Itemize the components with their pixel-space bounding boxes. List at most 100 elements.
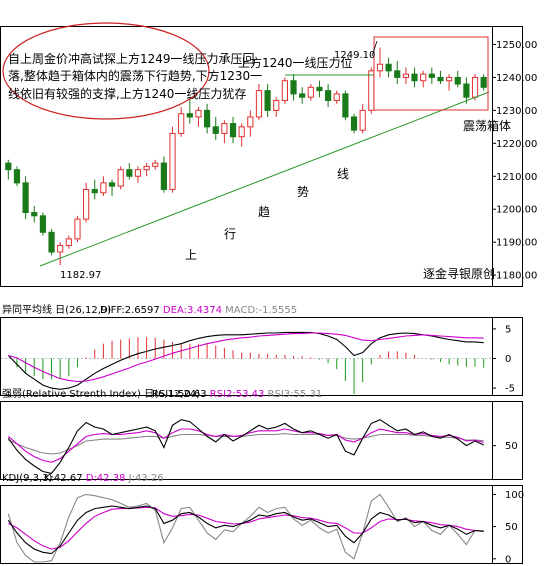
indicator-tick-label: 5 <box>505 324 511 335</box>
price-tick-label: 1220.00 <box>496 139 537 150</box>
kdj-legend: K:42.67 D:42.38 J:43.26 <box>44 473 164 484</box>
price-tick-label: 1190.00 <box>496 238 537 249</box>
candle-body <box>83 188 90 220</box>
indicator-tick-label: 50 <box>505 441 518 452</box>
candle-body <box>108 182 116 187</box>
price-tick-label: 1230.00 <box>496 106 537 117</box>
dea-line <box>8 332 484 383</box>
trend-char-4: 势 <box>297 185 309 199</box>
d-line <box>8 506 484 550</box>
candle-body <box>229 123 237 138</box>
candle-body <box>247 116 254 128</box>
price-tick-label: 1240.00 <box>496 73 537 84</box>
candle-body <box>255 90 263 118</box>
candle-body <box>212 126 219 134</box>
watermark: 逐金寻银原创 <box>423 266 495 281</box>
indicator-tick-label: 0 <box>505 554 511 565</box>
trend-char-2: 行 <box>224 227 236 241</box>
rsi3-line <box>8 433 484 455</box>
rsi-legend: RSI1:50.63 RSI2:53.43 RSI3:55.31 <box>152 389 322 400</box>
indicator-tick-label: 50 <box>505 522 518 533</box>
macd-panel-frame <box>0 317 493 396</box>
legend-entry: K:42.67 <box>44 473 83 484</box>
candle-body <box>13 169 21 184</box>
kdj-yaxis-frame <box>492 485 523 564</box>
candle-body <box>281 80 288 101</box>
candle-body <box>463 83 470 98</box>
macd-title: 异同平均线 日(26,12,9) <box>2 303 111 316</box>
candle-body <box>178 113 185 134</box>
price-tick-label: 1250.00 <box>496 40 537 51</box>
candle-body <box>5 162 12 171</box>
candle-body <box>57 244 64 253</box>
comment-line-1: 自上周金价冲高试探上方1249一线压力承压回 <box>8 51 255 66</box>
legend-entry: RSI2:53.43 <box>207 389 265 400</box>
box-label: 震荡箱体 <box>463 118 511 133</box>
trend-char-1: 上 <box>185 248 197 262</box>
consolidation-box <box>373 36 489 111</box>
trend-char-5: 线 <box>337 167 349 181</box>
candle-body <box>238 126 245 138</box>
candle-body <box>126 169 133 177</box>
candle-body <box>100 182 107 194</box>
resistance-label: 上方1240一线压力位 <box>238 55 353 70</box>
candle-body <box>160 162 167 190</box>
legend-entry: DEA:3.4374 <box>160 305 222 316</box>
indicator-tick-label: -5 <box>505 384 515 395</box>
candle-body <box>22 182 29 214</box>
uptrend-line <box>39 91 490 267</box>
candle-body <box>65 238 72 246</box>
macd-plot: 5 0 -5 <box>1 324 515 395</box>
comment-line-2: 落,整体趋于箱体内的震荡下行趋势,下方1230一 <box>8 68 262 83</box>
price-tick-label: 1210.00 <box>496 172 537 183</box>
legend-entry: J:43.26 <box>125 473 163 484</box>
candle-body <box>299 93 306 98</box>
candle-body <box>368 70 375 111</box>
candle-body <box>195 109 202 118</box>
kdj-plot: 100 50 0 <box>7 490 524 565</box>
kdj-title: KDJ(9,3,3) <box>2 473 53 484</box>
candle-body <box>48 231 55 253</box>
rsi-title: 强弱(Relative Strenth Index) 日(6,12,24) <box>2 388 200 400</box>
candle-body <box>143 165 150 171</box>
indicator-tick-label: 100 <box>505 490 524 501</box>
candle-body <box>376 63 384 72</box>
candle-body <box>204 109 211 128</box>
candle-body <box>264 90 271 111</box>
price-yaxis-frame <box>492 26 523 287</box>
candle-body <box>316 86 323 92</box>
candle-body <box>74 218 81 240</box>
candle-body <box>350 116 358 131</box>
legend-entry: DIFF:2.6597 <box>100 305 160 316</box>
candle-body <box>307 86 314 98</box>
rsi-plot: 50 <box>7 419 518 475</box>
low-label: 1182.97 <box>60 270 101 281</box>
macd-yaxis-frame <box>492 317 523 396</box>
candle-body <box>428 73 435 78</box>
candle-body <box>152 162 159 167</box>
rsi-yaxis-frame <box>492 401 523 480</box>
candle-body <box>402 73 409 78</box>
candle-body <box>134 169 142 177</box>
candle-body <box>333 93 340 101</box>
candle-body <box>31 212 38 217</box>
price-tick-label: 1180.00 <box>496 271 537 282</box>
candle-body <box>437 76 444 82</box>
price-tick-label: 1200.00 <box>496 205 537 216</box>
candle-body <box>117 169 124 187</box>
j-line <box>7 493 484 563</box>
candle-body <box>471 76 479 98</box>
diff-line <box>7 331 484 390</box>
candle-body <box>411 73 418 82</box>
legend-entry: MACD:-1.5555 <box>222 305 297 316</box>
rsi1-line <box>7 419 484 475</box>
candle-body <box>394 70 401 78</box>
candle-body <box>186 113 193 118</box>
price-candles <box>5 47 487 266</box>
candle-body <box>454 76 461 85</box>
high-label: 1249.10 <box>334 50 375 61</box>
candle-body <box>420 73 427 82</box>
price-y-axis: 1250.00 1240.00 1230.00 1220.00 1210.00 1200.… <box>492 40 537 282</box>
candle-body <box>325 90 332 101</box>
